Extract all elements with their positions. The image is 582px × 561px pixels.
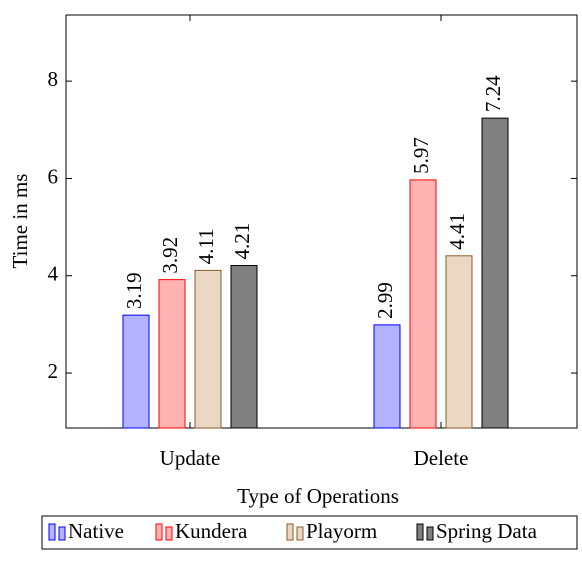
bar: [481, 117, 509, 429]
y-tick-label: 6: [48, 164, 59, 188]
y-tick-label: 8: [48, 67, 59, 91]
bar: [445, 255, 473, 429]
value-label: 4.41: [445, 213, 469, 250]
legend-swatch: [58, 526, 66, 541]
legend-label: Native: [68, 519, 124, 543]
value-label: 7.24: [481, 75, 505, 112]
bar: [194, 269, 222, 429]
legend-box: [41, 515, 578, 550]
y-axis-label: Time in ms: [8, 174, 32, 269]
legend-swatch: [165, 526, 173, 541]
x-tick-label: Delete: [414, 446, 469, 470]
value-label: 4.11: [194, 228, 218, 264]
bar: [158, 279, 186, 429]
plot-frame: [65, 14, 578, 429]
legend-label: Kundera: [175, 519, 248, 543]
legend-label: Playorm: [306, 519, 377, 543]
bar: [122, 314, 150, 429]
bar: [409, 179, 437, 429]
legend-swatch: [296, 526, 304, 541]
legend-swatch: [416, 523, 424, 541]
value-label: 3.19: [122, 272, 146, 309]
value-label: 5.97: [409, 137, 433, 174]
bar: [230, 265, 258, 429]
legend-swatch: [286, 523, 294, 541]
x-axis-label: Type of Operations: [237, 484, 399, 508]
value-label: 4.21: [230, 223, 254, 260]
bar: [373, 324, 401, 429]
x-tick-label: Update: [160, 446, 221, 470]
legend-label: Spring Data: [436, 519, 538, 543]
legend-swatch: [155, 523, 163, 541]
legend-swatch: [426, 526, 434, 541]
legend-swatch: [48, 523, 56, 541]
y-tick-label: 4: [48, 262, 59, 286]
value-label: 2.99: [373, 282, 397, 319]
value-label: 3.92: [158, 237, 182, 274]
y-tick-label: 2: [48, 359, 59, 383]
